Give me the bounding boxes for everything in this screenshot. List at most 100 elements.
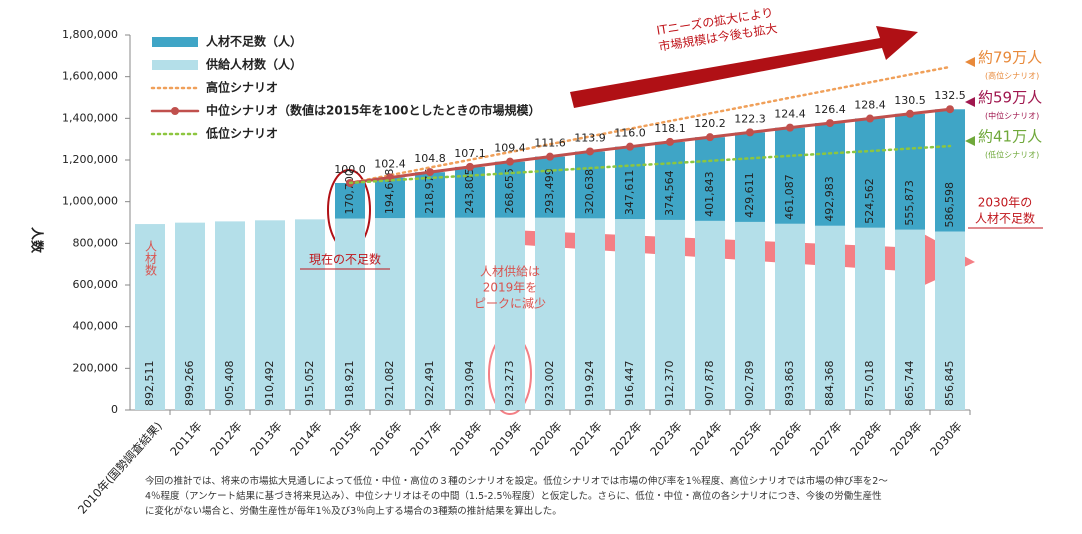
value-label: 347,611	[623, 170, 636, 216]
bar-segment	[815, 123, 845, 226]
annotation: ピークに減少	[474, 296, 546, 311]
value-label: 429,611	[743, 172, 756, 218]
value-label: 893,863	[783, 361, 796, 407]
x-tick-label: 2013年	[247, 419, 285, 459]
value-label: 320,638	[583, 169, 596, 215]
x-tick-label: 2015年	[327, 419, 365, 459]
y-tick-label: 1,800,000	[62, 28, 118, 41]
bar-segment	[895, 113, 925, 230]
value-label: 923,273	[503, 361, 516, 407]
y-tick-label: 800,000	[73, 236, 119, 249]
annotation: 人材不足数	[975, 211, 1035, 226]
bar-segment	[775, 223, 805, 410]
x-tick-label: 2016年	[367, 419, 405, 459]
value-label: 915,052	[303, 361, 316, 407]
bar-segment	[575, 218, 605, 410]
x-tick-label: 2014年	[287, 419, 325, 459]
y-axis-label: 人数	[29, 227, 45, 254]
value-label: 374,564	[663, 170, 676, 216]
value-label: 132.5	[934, 89, 966, 102]
bar-segment	[375, 218, 405, 410]
value-label: 907,878	[703, 361, 716, 407]
value-label: 100.0	[334, 163, 366, 176]
legend-label: 中位シナリオ（数値は2015年を100としたときの市場規模）	[206, 103, 540, 118]
line-marker	[426, 168, 434, 177]
plot-area: 0 200,000 400,000 600,000 800,000 1,000,000 1,…	[62, 28, 971, 517]
bar-segment	[655, 219, 685, 410]
bar-segment	[575, 151, 605, 219]
y-tick-label: 600,000	[73, 278, 119, 291]
footnote: 今回の推計では、将来の市場拡大見通しによって低位・中位・高位の３種のシナリオを設…	[145, 475, 888, 487]
value-label: 892,511	[143, 361, 156, 407]
bar-segment	[935, 231, 965, 410]
bar-segment	[695, 220, 725, 410]
value-label: 130.5	[894, 94, 926, 107]
line-series	[348, 65, 952, 185]
y-tick-label: 1,200,000	[62, 153, 118, 166]
annotation: 2030年の	[978, 196, 1033, 210]
value-label: 923,002	[543, 361, 556, 407]
line-marker	[506, 157, 514, 166]
annotation: 人材数	[144, 240, 158, 277]
footnote: 4％程度（アンケート結果に基づき将来見込み）、中位シナリオはその中間（1.5-2…	[145, 490, 882, 502]
bar-segment	[815, 225, 845, 410]
x-tick-label: 2011年	[167, 419, 205, 459]
x-tick-label: 2017年	[407, 419, 445, 459]
value-label: 120.2	[694, 117, 726, 130]
x-tick-label: 2026年	[767, 419, 805, 459]
annotation: (高位シナリオ)	[985, 71, 1039, 81]
annotation: 現在の不足数	[309, 252, 381, 267]
line-marker	[546, 152, 554, 161]
growth-arrow	[570, 26, 918, 108]
line-marker	[706, 133, 714, 142]
legend-swatch	[152, 37, 198, 47]
value-label: 921,082	[383, 361, 396, 407]
value-label: 118.1	[654, 122, 686, 135]
value-label: 902,789	[743, 361, 756, 407]
bar-segment	[135, 224, 165, 410]
value-label: 884,368	[823, 361, 836, 407]
y-tick-label: 1,400,000	[62, 111, 118, 124]
annotation: 約41万人	[978, 128, 1042, 146]
pointer	[965, 136, 975, 146]
bar-segment	[535, 217, 565, 410]
value-label: 492,983	[823, 176, 836, 222]
bar-segment	[615, 146, 645, 220]
bar-segment	[535, 156, 565, 218]
line-marker	[626, 142, 634, 151]
bar-segment	[455, 217, 485, 410]
bar-segment	[335, 182, 365, 219]
bar-segment	[255, 220, 285, 410]
value-label: 401,843	[703, 171, 716, 217]
y-tick-label: 200,000	[73, 361, 119, 374]
value-label: 268,655	[503, 168, 516, 214]
legend-marker	[171, 107, 179, 115]
line-marker	[746, 128, 754, 137]
bar-segment	[935, 109, 965, 232]
annotation: 約79万人	[978, 49, 1042, 67]
value-label: 104.8	[414, 152, 446, 165]
y-tick-label: 1,000,000	[62, 195, 118, 208]
value-label: 124.4	[774, 108, 806, 121]
x-tick-label: 2029年	[887, 419, 925, 459]
bar-segment	[735, 132, 765, 222]
value-label: 856,845	[943, 361, 956, 407]
pointer	[965, 57, 975, 67]
value-label: 865,744	[903, 361, 916, 407]
line-marker	[826, 119, 834, 128]
legend-label: 人材不足数（人）	[206, 34, 302, 49]
value-label: 916,447	[623, 361, 636, 407]
annotation: 2019年を	[483, 281, 538, 295]
annotation: (低位シナリオ)	[985, 150, 1039, 160]
line-series	[348, 144, 952, 185]
bar-segment	[415, 217, 445, 410]
value-label: 919,924	[583, 361, 596, 407]
value-label: 875,018	[863, 361, 876, 407]
bar-segment	[695, 137, 725, 221]
x-tick-label: 2024年	[687, 419, 725, 459]
annotation: 人材供給は	[480, 265, 540, 279]
line-marker	[866, 114, 874, 123]
bar-segment	[495, 161, 525, 218]
value-label: 293,499	[543, 168, 556, 214]
